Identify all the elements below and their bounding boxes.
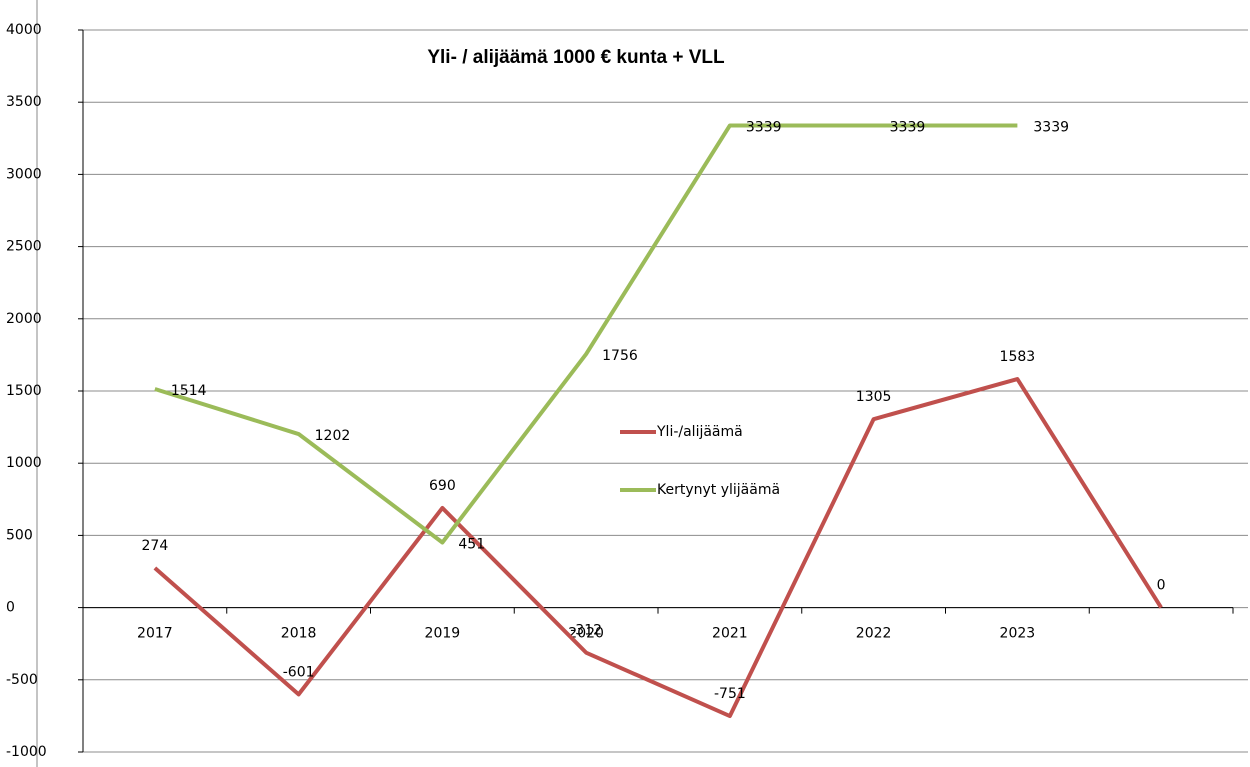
data-label: 690 bbox=[429, 478, 456, 494]
x-tick-label: 2020 bbox=[568, 626, 604, 642]
y-tick-label: 3000 bbox=[6, 166, 42, 182]
data-label: 1305 bbox=[856, 389, 892, 405]
y-tick-label: 1000 bbox=[6, 455, 42, 471]
x-tick-label: 2017 bbox=[137, 626, 173, 642]
y-tick-label: 2000 bbox=[6, 311, 42, 327]
y-tick-label: 500 bbox=[6, 527, 33, 543]
chart-border bbox=[36, 0, 38, 767]
y-tick-label: -1000 bbox=[6, 744, 47, 760]
y-tick-label: 2500 bbox=[6, 239, 42, 255]
x-tick-label: 2023 bbox=[1000, 626, 1036, 642]
data-label: -312 bbox=[570, 623, 602, 639]
x-tick-label: 2018 bbox=[281, 626, 317, 642]
x-tick-label: 2021 bbox=[712, 626, 748, 642]
data-label: 3339 bbox=[746, 119, 782, 135]
y-tick-label: 3500 bbox=[6, 94, 42, 110]
data-label: 0 bbox=[1157, 578, 1166, 594]
data-label: -751 bbox=[714, 686, 746, 702]
legend-label: Kertynyt ylijäämä bbox=[657, 482, 780, 498]
data-label: 1583 bbox=[1000, 349, 1036, 365]
data-label: 451 bbox=[458, 536, 485, 552]
chart-title: Yli- / alijäämä 1000 € kunta + VLL bbox=[427, 47, 725, 68]
data-label: 1202 bbox=[315, 428, 351, 444]
y-tick-label: -500 bbox=[6, 672, 38, 688]
data-label: 3339 bbox=[890, 119, 926, 135]
y-tick-label: 4000 bbox=[6, 22, 42, 38]
legend-label: Yli-/alijäämä bbox=[656, 424, 743, 440]
series-line bbox=[153, 377, 1163, 719]
y-tick-label: 1500 bbox=[6, 383, 42, 399]
data-label: 3339 bbox=[1033, 119, 1069, 135]
data-label: 274 bbox=[142, 538, 169, 554]
data-label: 1514 bbox=[171, 383, 207, 399]
x-tick-label: 2022 bbox=[856, 626, 892, 642]
data-label: -601 bbox=[283, 664, 315, 680]
series-line bbox=[154, 123, 1018, 545]
x-tick-label: 2019 bbox=[425, 626, 461, 642]
y-tick-label: 0 bbox=[6, 600, 15, 616]
data-label: 1756 bbox=[602, 348, 638, 364]
